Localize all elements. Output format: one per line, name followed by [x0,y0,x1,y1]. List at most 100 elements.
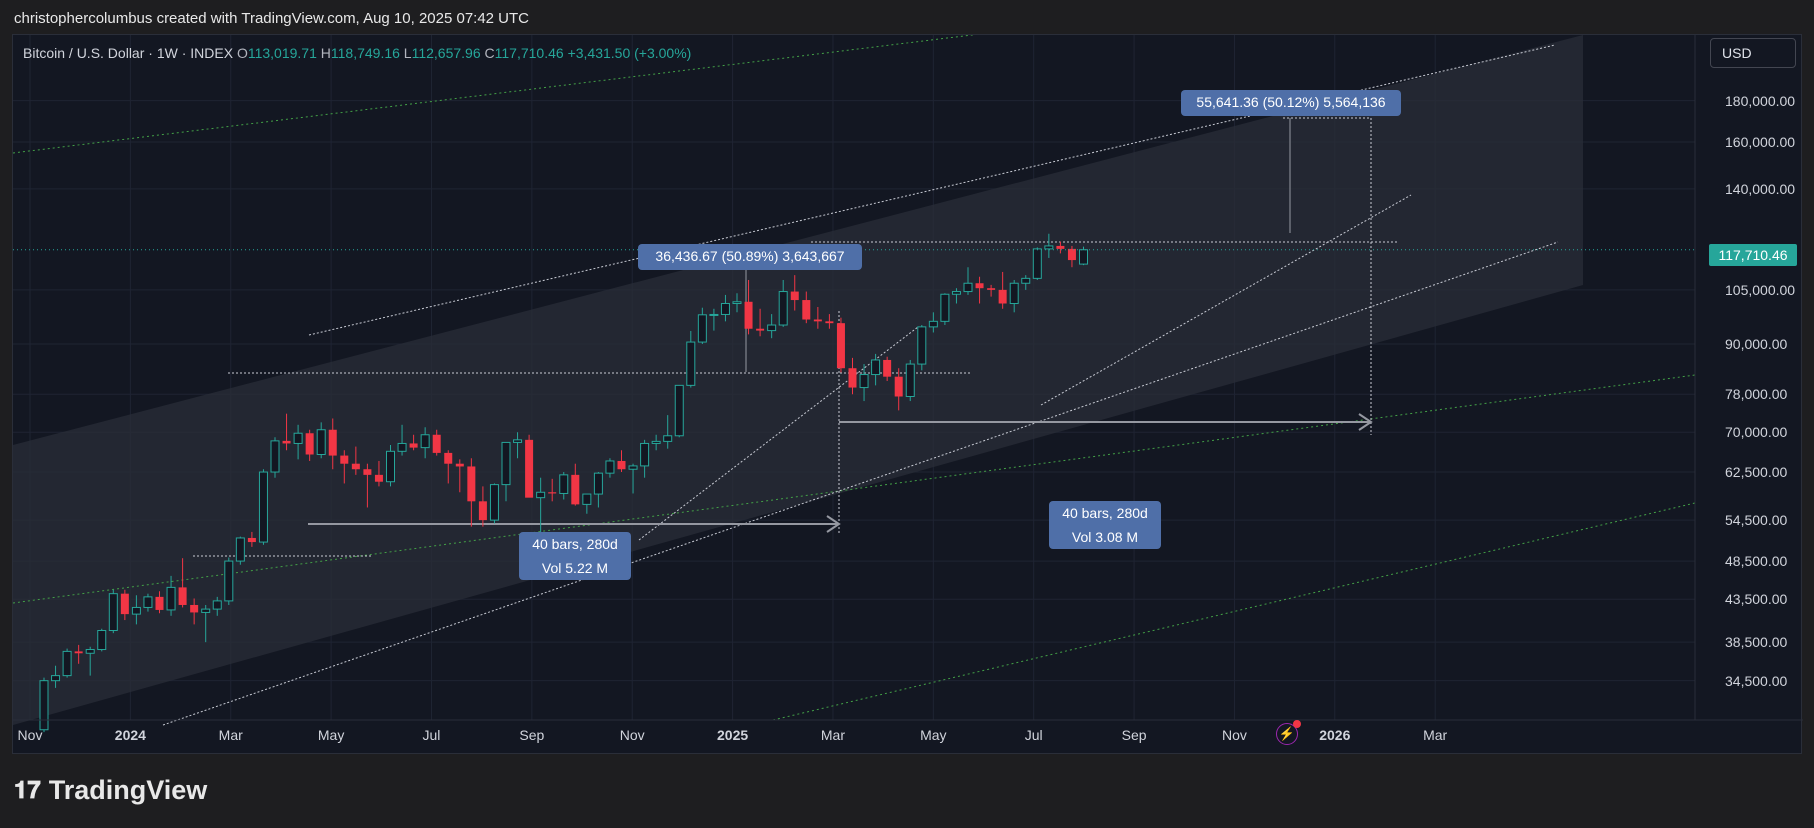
candle [525,434,534,498]
candle [987,284,996,297]
candle [305,429,314,461]
candle [478,486,487,527]
symbol-name: Bitcoin / U.S. Dollar · 1W · INDEX [23,45,234,61]
high-label: H [320,45,331,61]
candle [409,434,418,451]
candle [697,307,707,344]
candle [582,493,592,514]
close-value: 117,710.46 [494,45,564,61]
candle [663,415,673,449]
trend-line-2025 [1040,194,1412,406]
candles [39,233,1088,733]
candle [351,446,360,475]
open-label: O [236,45,248,61]
candle [270,437,280,478]
price-tick-label: 90,000.00 [1725,335,1788,352]
price-tick-label: 140,000.00 [1725,180,1796,197]
candle [235,536,245,565]
price-tick-label: 34,500.00 [1725,672,1788,689]
open-value: 113,019.71 [247,45,317,61]
tradingview-logo-icon: 𝟏𝟕 [14,776,41,804]
flash-alert-icon[interactable]: ⚡ [1276,720,1301,745]
candle [744,279,753,335]
candle [467,458,476,527]
candle [143,593,153,612]
time-tick-label: 2024 [114,727,146,743]
candle [651,434,661,451]
price-chart[interactable] [13,35,1803,755]
candle [836,317,845,373]
price-range-label-2[interactable]: 55,641.36 (50.12%) 5,564,136 [1181,90,1401,116]
candle [756,308,765,337]
last-price-tag: 117,710.46 [1709,244,1797,266]
candle [282,413,291,451]
time-tick-label: Nov [619,727,645,743]
price-tick-label: 38,500.00 [1725,634,1788,651]
low-value: 112,657.96 [411,45,481,61]
price-tick-label: 180,000.00 [1725,92,1796,109]
candle [640,439,650,478]
date-range-2-bars: 40 bars, 280d [1062,505,1148,521]
candle [85,646,95,676]
candle [940,293,950,326]
candle [166,575,176,616]
channel-top-line [308,44,1556,336]
candle [386,445,395,487]
candle [628,463,638,494]
time-tick-label: 2025 [717,727,749,743]
candle [108,589,118,634]
candle [813,307,822,329]
candle [201,604,211,643]
candle [709,308,719,331]
time-tick-label: Nov [1221,727,1247,743]
candle [293,424,303,460]
candle [1009,279,1019,313]
candle [593,472,603,508]
chart-frame[interactable]: Bitcoin / U.S. Dollar · 1W · INDEX O113,… [12,34,1803,755]
candle [848,357,857,395]
candle [363,463,372,508]
time-tick-label: Mar [820,727,846,743]
date-range-label-1[interactable]: 40 bars, 280d Vol 5.22 M [519,532,631,580]
candle [998,271,1007,309]
candle [190,598,199,625]
candle [489,483,499,524]
candle [212,596,222,616]
candle [374,460,383,487]
price-tick-label: 78,000.00 [1725,386,1788,403]
candle [39,677,49,733]
time-tick-label: Sep [519,727,545,743]
candle [928,312,938,333]
date-range-label-2[interactable]: 40 bars, 280d Vol 3.08 M [1049,501,1161,549]
candle [1056,241,1065,254]
price-range-label-1[interactable]: 36,436.67 (50.89%) 3,643,667 [638,244,862,270]
candle [1044,233,1054,258]
price-tick-label: 105,000.00 [1725,281,1796,298]
time-tick-label: Jul [422,727,441,743]
candle [258,469,268,545]
candle [178,558,187,608]
candle [120,589,129,621]
time-tick-label: 2026 [1319,727,1351,743]
candle [686,330,696,388]
close-label: C [484,45,495,61]
candle [617,450,626,473]
time-tick-label: May [317,727,345,743]
candle [767,314,777,339]
candle [825,314,834,329]
candle [328,418,337,470]
brand-name: TradingView [48,775,208,805]
candle [1032,247,1042,280]
candle [802,291,811,324]
candle [975,276,984,304]
candle [859,364,869,402]
candle [951,288,961,304]
candle [732,293,742,313]
candle [397,424,407,456]
candle [605,458,615,478]
currency-selector[interactable]: USD [1710,38,1796,68]
price-tick-label: 160,000.00 [1725,133,1796,150]
candle [1021,275,1031,290]
date-range-2-volume: Vol 3.08 M [1071,529,1139,545]
attribution-text: christophercolumbus created with Trading… [14,10,530,27]
